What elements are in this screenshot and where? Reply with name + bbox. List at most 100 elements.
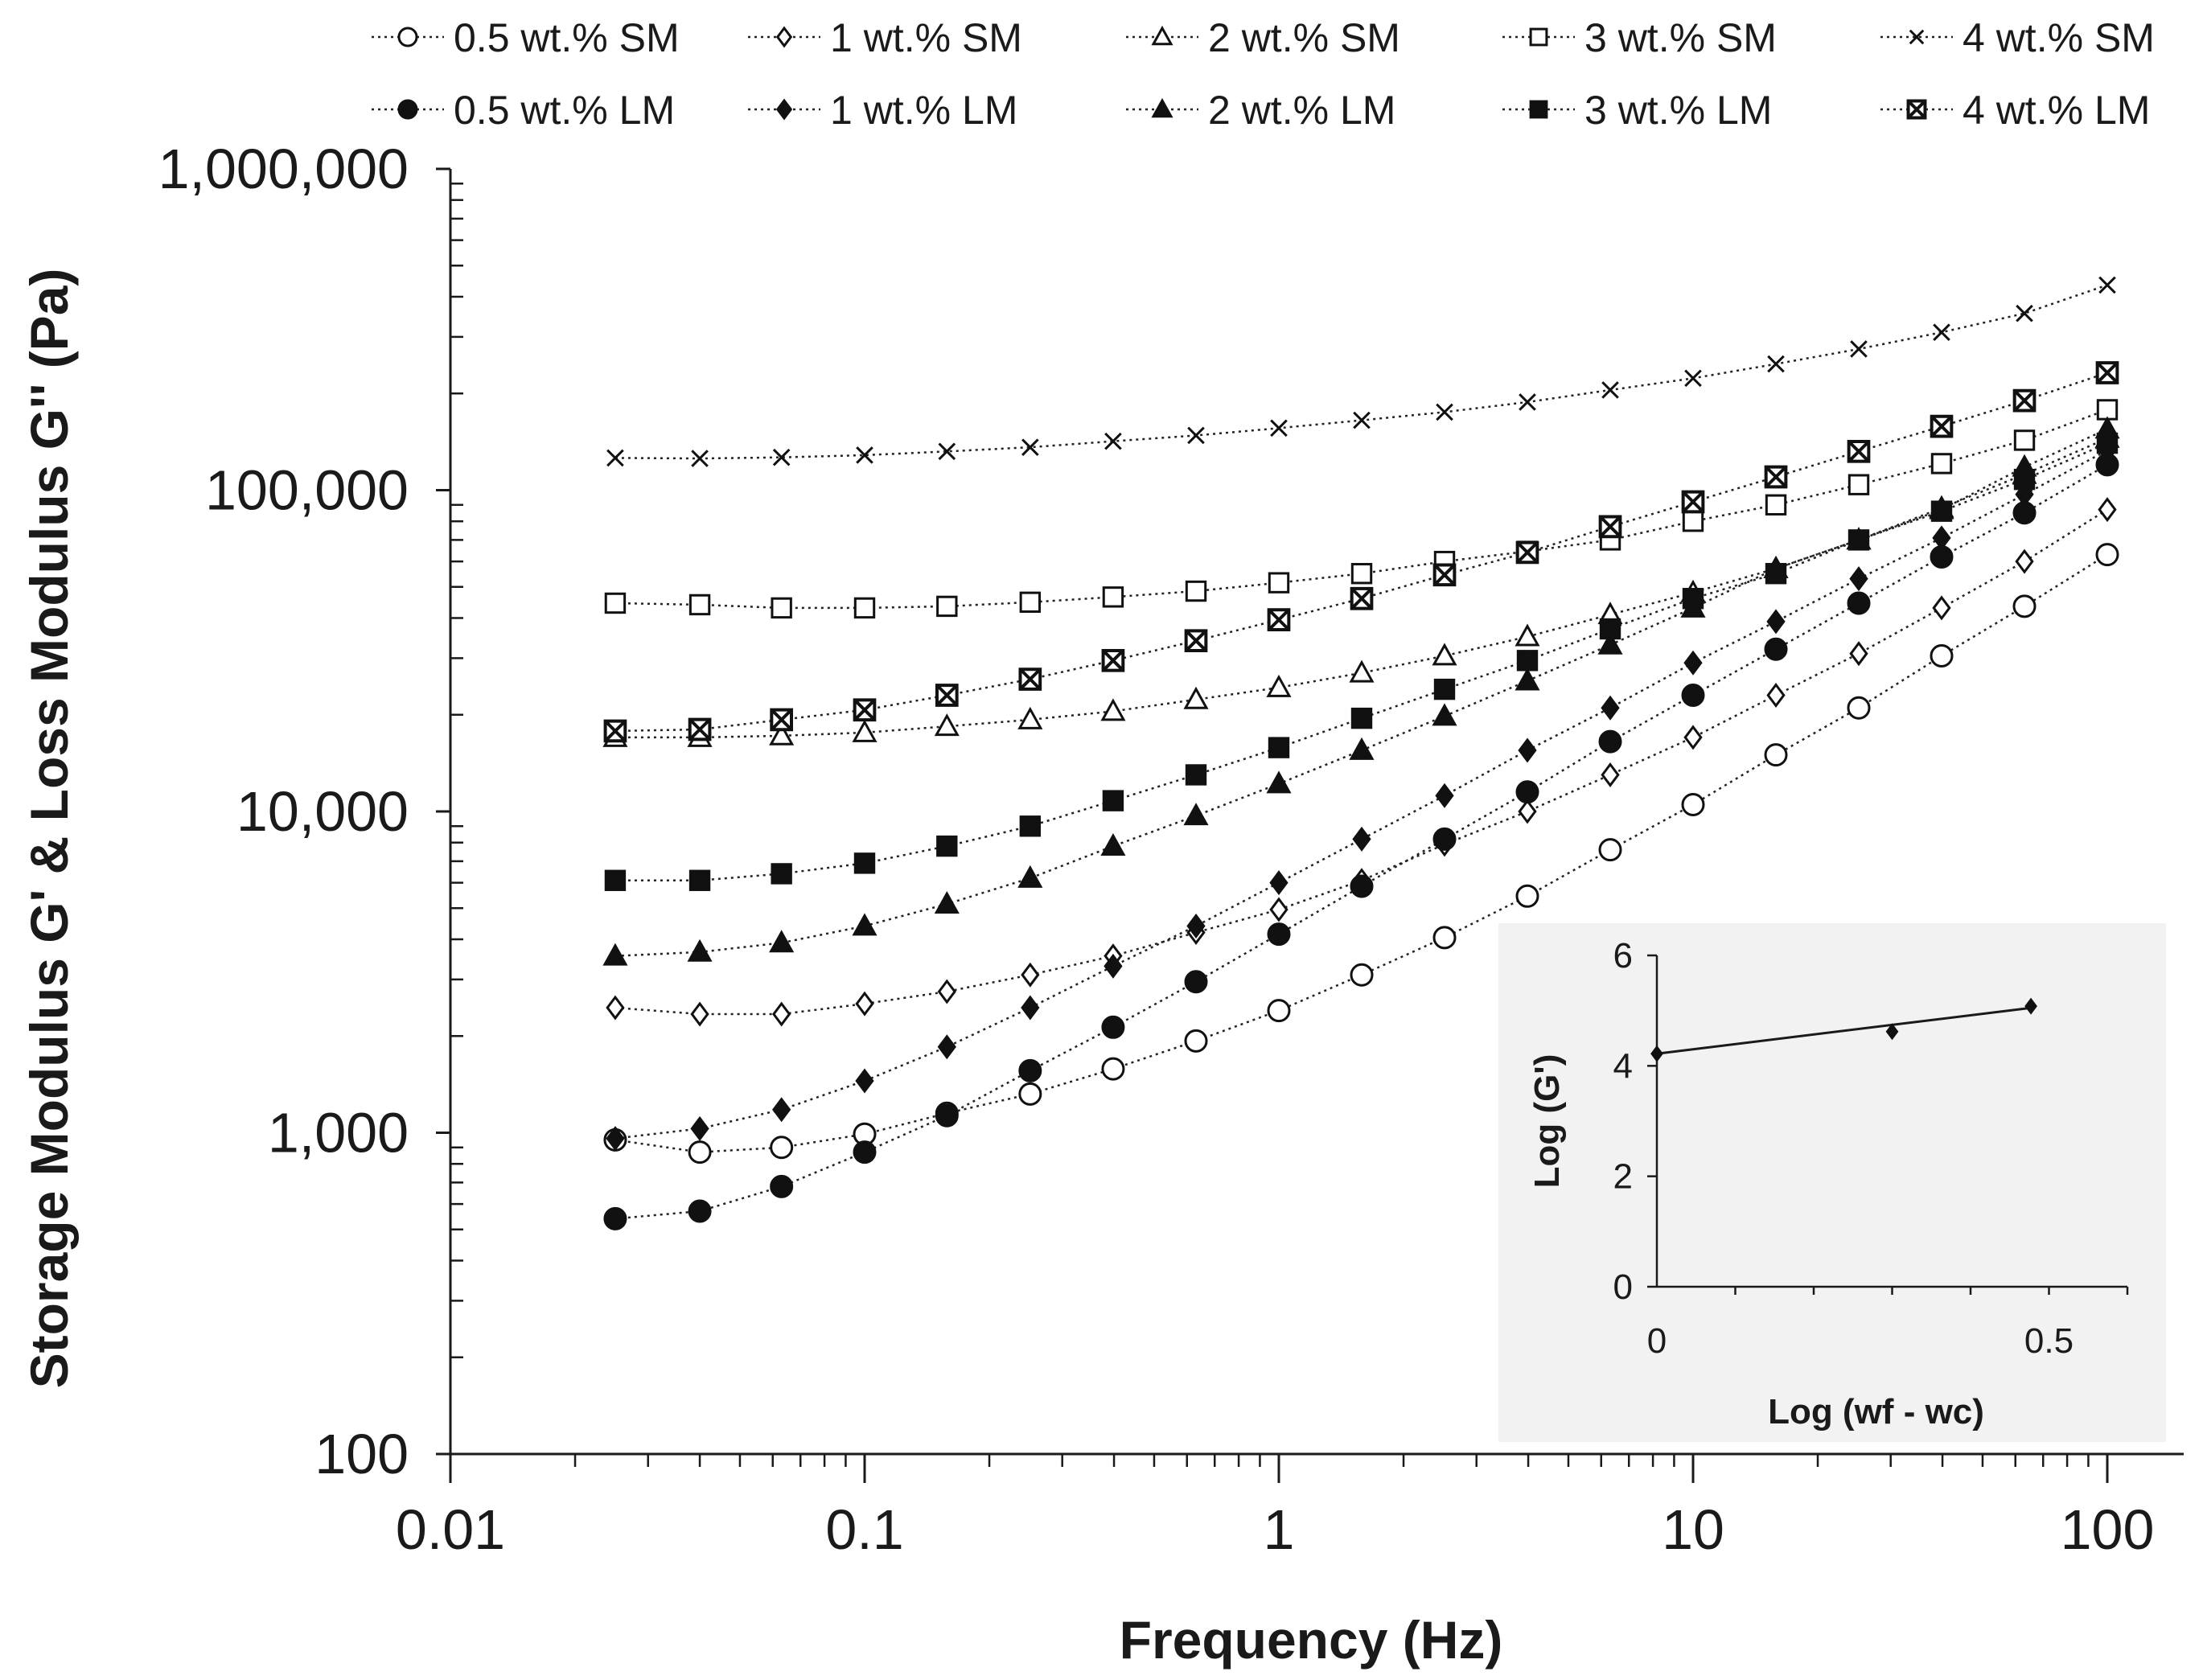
x-tick-label: 0.1 xyxy=(825,1498,903,1561)
data-point xyxy=(1436,403,1453,421)
data-point xyxy=(1269,897,1289,922)
legend-item: 4 wt.% LM xyxy=(1880,88,2150,133)
data-point xyxy=(855,991,874,1017)
series-3 xyxy=(604,399,2119,619)
data-point xyxy=(1932,595,1951,621)
x-tick-label: 100 xyxy=(2061,1498,2155,1561)
data-point xyxy=(936,835,958,857)
data-point xyxy=(1266,674,1292,697)
data-point xyxy=(1104,432,1122,450)
data-point xyxy=(1933,323,1950,342)
data-point xyxy=(2015,548,2034,574)
y-tick-label: 100,000 xyxy=(205,459,409,522)
inset-data-point xyxy=(1650,1045,1663,1062)
data-point xyxy=(1767,355,1785,373)
data-point xyxy=(1186,913,1206,939)
data-point xyxy=(772,1001,791,1027)
data-point xyxy=(1019,815,1042,837)
inset-x-tick-label: 0 xyxy=(1647,1321,1667,1361)
data-point xyxy=(1432,643,1457,666)
data-point xyxy=(1766,609,1786,635)
data-point xyxy=(1187,426,1205,445)
data-point xyxy=(769,930,795,953)
data-point xyxy=(1267,999,1291,1023)
data-point xyxy=(1432,563,1457,587)
y-axis-title: Storage Modulus G' & Loss Modulus G'' (P… xyxy=(19,269,79,1389)
data-point xyxy=(1930,453,1953,474)
x-axis-title: Frequency (Hz) xyxy=(1120,1610,1503,1670)
data-point xyxy=(1018,1082,1042,1106)
data-point xyxy=(1598,838,1622,862)
data-point xyxy=(1269,870,1289,896)
data-point xyxy=(604,869,627,891)
data-point xyxy=(1184,1029,1208,1053)
data-point xyxy=(1021,438,1039,456)
legend-item: 0.5 wt.% LM xyxy=(372,88,675,133)
data-point xyxy=(1682,511,1704,532)
data-point xyxy=(2096,432,2119,454)
legend-marker xyxy=(1151,25,1173,46)
data-point xyxy=(1847,696,1871,720)
data-point xyxy=(1100,833,1126,856)
data-point xyxy=(853,1140,877,1164)
data-point xyxy=(688,1199,712,1223)
y-tick-label: 1,000,000 xyxy=(158,138,409,200)
data-point xyxy=(1350,563,1373,585)
data-point xyxy=(603,1206,627,1230)
data-point xyxy=(1183,803,1209,826)
data-point xyxy=(1267,608,1291,632)
data-point xyxy=(1930,414,1954,438)
data-point xyxy=(1681,490,1705,514)
legend-item: 4 wt.% SM xyxy=(1880,15,2155,60)
data-point xyxy=(1021,995,1040,1021)
data-point xyxy=(853,698,877,722)
data-point xyxy=(1764,465,1788,489)
legend-label: 4 wt.% SM xyxy=(1963,15,2155,60)
data-point xyxy=(1017,865,1043,888)
data-point xyxy=(1515,623,1540,647)
x-tick-label: 10 xyxy=(1662,1498,1724,1561)
inset-y-tick-label: 0 xyxy=(1613,1267,1633,1307)
data-point xyxy=(690,1001,709,1027)
data-point xyxy=(1850,340,1868,358)
data-point xyxy=(1515,884,1539,908)
legend-label: 3 wt.% LM xyxy=(1584,88,1772,133)
data-point xyxy=(1519,393,1536,411)
data-point xyxy=(1597,631,1623,655)
data-point xyxy=(1432,926,1457,950)
data-point xyxy=(1018,667,1042,691)
data-point xyxy=(1932,525,1951,551)
data-point xyxy=(772,448,791,466)
data-point xyxy=(1101,1015,1125,1039)
data-point xyxy=(688,717,712,741)
data-point xyxy=(855,1068,874,1094)
data-point xyxy=(1847,474,1870,495)
data-point xyxy=(1018,1058,1042,1082)
legend-marker xyxy=(1909,29,1925,45)
data-point xyxy=(1183,686,1209,709)
inset-background-layer xyxy=(1498,923,2166,1442)
data-point xyxy=(1101,648,1125,672)
data-point xyxy=(1683,650,1703,676)
data-point xyxy=(1683,725,1703,750)
series-8 xyxy=(604,432,2119,891)
data-point xyxy=(1353,411,1371,429)
data-point xyxy=(2012,594,2037,618)
data-point xyxy=(1432,703,1457,726)
data-point xyxy=(1766,682,1786,708)
data-point xyxy=(1268,572,1290,594)
series-5 xyxy=(603,453,2119,1230)
legend-item: 2 wt.% SM xyxy=(1126,15,1400,60)
legend-marker xyxy=(397,27,418,47)
inset-x-title: Log (wf - wc) xyxy=(1768,1392,1984,1431)
data-point xyxy=(1681,793,1705,817)
data-point xyxy=(2016,304,2033,322)
inset-fit-line xyxy=(1656,1006,2032,1055)
data-point xyxy=(1350,874,1374,898)
data-point xyxy=(1100,698,1126,721)
axes-layer: 0.01 0.1 1 10 100 100 1,000 10,000 100,000 1,000,… xyxy=(158,138,2184,1561)
legend-label: 2 wt.% LM xyxy=(1208,88,1395,133)
data-point xyxy=(2095,361,2119,384)
legend-label: 1 wt.% LM xyxy=(830,88,1017,133)
